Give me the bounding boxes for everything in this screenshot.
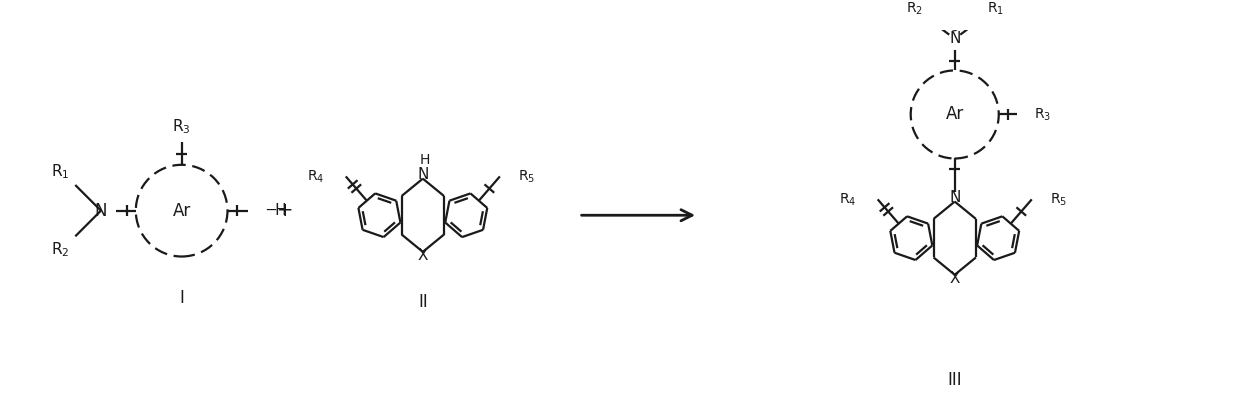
Text: Ar: Ar bbox=[946, 105, 963, 124]
Text: N: N bbox=[949, 31, 961, 46]
Text: R$_1$: R$_1$ bbox=[51, 163, 69, 182]
Text: R$_4$: R$_4$ bbox=[839, 191, 857, 208]
Text: R$_3$: R$_3$ bbox=[172, 117, 191, 136]
Text: R$_4$: R$_4$ bbox=[308, 168, 325, 185]
Text: N: N bbox=[949, 190, 961, 206]
Text: R$_2$: R$_2$ bbox=[51, 240, 69, 258]
Text: R$_1$: R$_1$ bbox=[987, 1, 1003, 17]
Text: II: II bbox=[418, 293, 428, 311]
Text: R$_3$: R$_3$ bbox=[1034, 106, 1050, 123]
Text: R$_5$: R$_5$ bbox=[1050, 191, 1068, 208]
Text: X: X bbox=[418, 248, 428, 263]
Text: +: + bbox=[277, 201, 294, 220]
Text: Ar: Ar bbox=[172, 201, 191, 220]
Text: ─H: ─H bbox=[267, 203, 286, 218]
Text: H: H bbox=[419, 153, 430, 167]
Text: R$_2$: R$_2$ bbox=[906, 1, 923, 17]
Text: X: X bbox=[950, 271, 960, 286]
Text: III: III bbox=[947, 371, 962, 389]
Text: I: I bbox=[180, 289, 184, 307]
Text: R$_5$: R$_5$ bbox=[518, 168, 536, 185]
Text: N: N bbox=[417, 168, 429, 183]
Text: N: N bbox=[94, 201, 107, 220]
